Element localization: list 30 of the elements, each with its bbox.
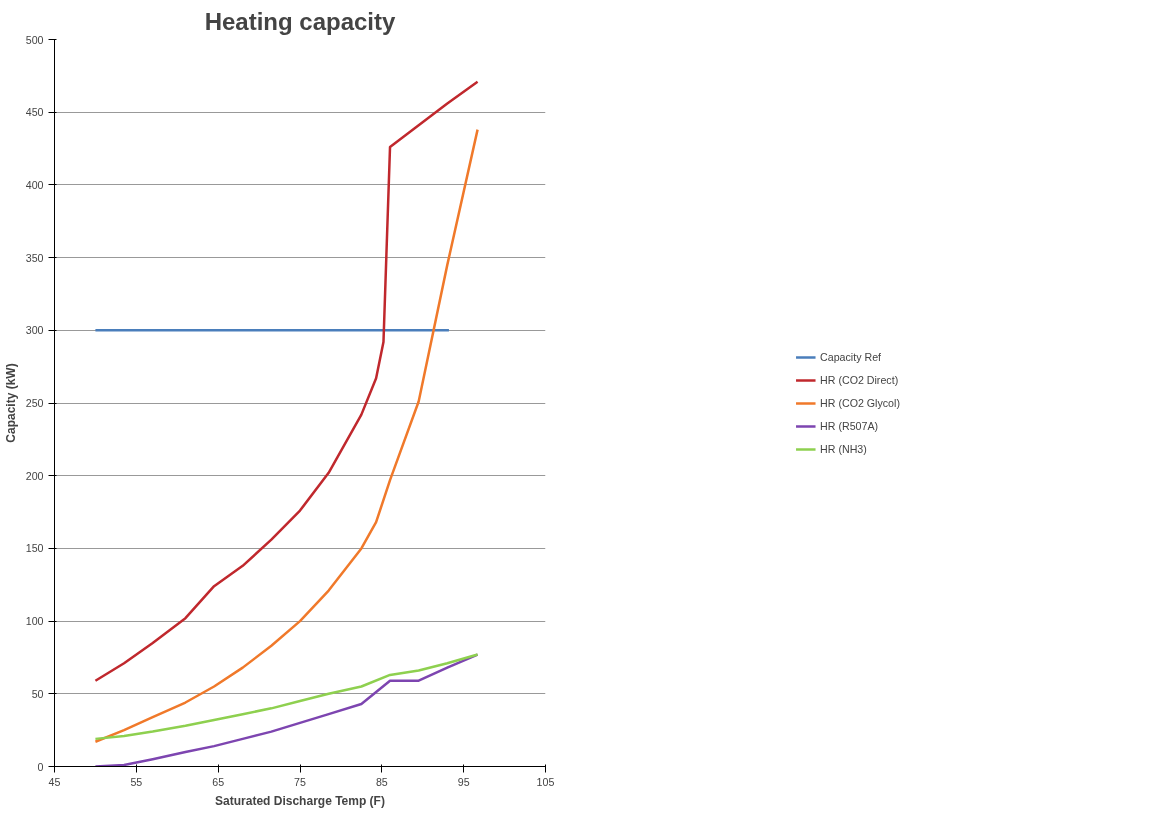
x-tick-label: 55 — [130, 775, 143, 788]
legend-label: HR (CO2 Glycol) — [820, 396, 900, 409]
y-tick-label: 500 — [25, 33, 44, 46]
x-tick-label: 85 — [375, 775, 388, 788]
y-tick-label: 400 — [25, 178, 44, 191]
x-tick-label: 65 — [212, 775, 225, 788]
line-series — [94, 80, 479, 682]
y-tick-label: 350 — [25, 251, 44, 264]
x-tick-label: 95 — [457, 775, 470, 788]
y-tick-label: 450 — [25, 106, 44, 119]
y-tick-label: 200 — [25, 469, 44, 482]
line-series — [94, 128, 479, 744]
legend-label: Capacity Ref — [820, 350, 882, 363]
line-series — [94, 653, 479, 767]
x-axis-title: Saturated Discharge Temp (F) — [215, 793, 385, 808]
y-tick-label: 300 — [25, 324, 44, 337]
y-tick-label: 250 — [25, 397, 44, 409]
y-tick-label: 0 — [37, 760, 44, 773]
x-tick-label: 105 — [536, 775, 555, 788]
y-tick-label: 100 — [25, 615, 44, 628]
line-series — [94, 653, 479, 741]
chart-title: Heating capacity — [204, 7, 397, 35]
legend-label: HR (NH3) — [820, 442, 867, 455]
y-axis-title: Capacity (kW) — [3, 363, 18, 443]
y-tick-label: 50 — [31, 687, 44, 700]
legend-label: HR (R507A) — [820, 419, 879, 432]
x-tick-label: 75 — [294, 775, 306, 788]
legend-label: HR (CO2 Direct) — [820, 373, 899, 386]
y-tick-label: 150 — [25, 542, 44, 555]
x-tick-label: 45 — [48, 775, 61, 788]
